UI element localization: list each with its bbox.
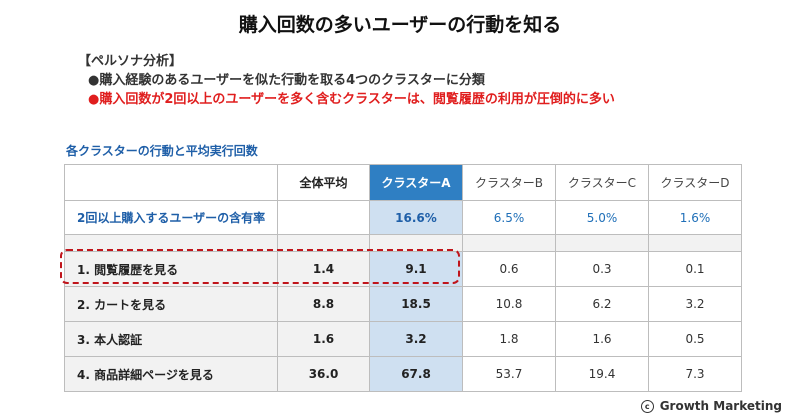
rate-row-label: 2回以上購入するユーザーの含有率 — [64, 200, 278, 235]
row-label: 4. 商品詳細ページを見る — [64, 356, 278, 392]
cell-cluster-a: 67.8 — [369, 356, 463, 392]
cell-cluster-c: 1.6 — [555, 321, 649, 357]
cell-cluster-d: 7.3 — [648, 356, 742, 392]
persona-bullet-2: ●購入回数が2回以上のユーザーを多く含むクラスターは、閲覧履歴の利用が圧倒的に多… — [88, 92, 615, 107]
logo: c Growth Marketing — [640, 399, 782, 413]
spacer-cell — [462, 234, 556, 252]
rate-cell-cluster-d: 1.6% — [648, 200, 742, 235]
rate-cell-cluster-a: 16.6% — [369, 200, 463, 235]
spacer-cell — [277, 234, 370, 252]
cell-cluster-a: 18.5 — [369, 286, 463, 322]
cell-average: 36.0 — [277, 356, 370, 392]
table-row: 4. 商品詳細ページを見る 36.0 67.8 53.7 19.4 7.3 — [64, 356, 742, 392]
spacer-cell — [555, 234, 649, 252]
cell-cluster-b: 1.8 — [462, 321, 556, 357]
cell-cluster-d: 0.5 — [648, 321, 742, 357]
cell-average: 8.8 — [277, 286, 370, 322]
spacer-row — [64, 234, 742, 252]
table-row: 3. 本人認証 1.6 3.2 1.8 1.6 0.5 — [64, 321, 742, 357]
cell-cluster-c: 6.2 — [555, 286, 649, 322]
cell-cluster-b: 0.6 — [462, 251, 556, 287]
cell-cluster-d: 0.1 — [648, 251, 742, 287]
cell-average: 1.6 — [277, 321, 370, 357]
cell-cluster-b: 53.7 — [462, 356, 556, 392]
table-header-row: 全体平均 クラスターA クラスターB クラスターC クラスターD — [64, 164, 742, 201]
cell-cluster-c: 0.3 — [555, 251, 649, 287]
highlight-box — [60, 249, 460, 284]
cell-cluster-b: 10.8 — [462, 286, 556, 322]
header-empty-cell — [64, 164, 278, 201]
page-title: 購入回数の多いユーザーの行動を知る — [238, 14, 562, 36]
spacer-cell — [648, 234, 742, 252]
rate-cell-average — [277, 200, 370, 235]
cell-cluster-c: 19.4 — [555, 356, 649, 392]
row-label: 3. 本人認証 — [64, 321, 278, 357]
column-header-cluster-c: クラスターC — [555, 164, 649, 201]
cluster-table: 全体平均 クラスターA クラスターB クラスターC クラスターD 2回以上購入す… — [64, 164, 742, 392]
copyright-icon: c — [640, 399, 654, 413]
rate-row: 2回以上購入するユーザーの含有率 16.6% 6.5% 5.0% 1.6% — [64, 200, 742, 235]
cell-cluster-d: 3.2 — [648, 286, 742, 322]
table-row: 2. カートを見る 8.8 18.5 10.8 6.2 3.2 — [64, 286, 742, 322]
persona-section: 【ペルソナ分析】 ●購入経験のあるユーザーを似た行動を取る4つのクラスターに分類… — [78, 52, 615, 109]
column-header-cluster-a: クラスターA — [369, 164, 463, 201]
column-header-cluster-b: クラスターB — [462, 164, 556, 201]
rate-cell-cluster-c: 5.0% — [555, 200, 649, 235]
persona-bullet-1: ●購入経験のあるユーザーを似た行動を取る4つのクラスターに分類 — [88, 73, 485, 88]
persona-heading: 【ペルソナ分析】 — [78, 54, 183, 69]
logo-text: Growth Marketing — [659, 399, 782, 413]
column-header-overall-average: 全体平均 — [277, 164, 370, 201]
rate-cell-cluster-b: 6.5% — [462, 200, 556, 235]
row-label: 1. 閲覧履歴を見る — [64, 251, 278, 287]
cell-average: 1.4 — [277, 251, 370, 287]
row-label: 2. カートを見る — [64, 286, 278, 322]
table-title: 各クラスターの行動と平均実行回数 — [66, 144, 258, 158]
cell-cluster-a: 3.2 — [369, 321, 463, 357]
column-header-cluster-d: クラスターD — [648, 164, 742, 201]
